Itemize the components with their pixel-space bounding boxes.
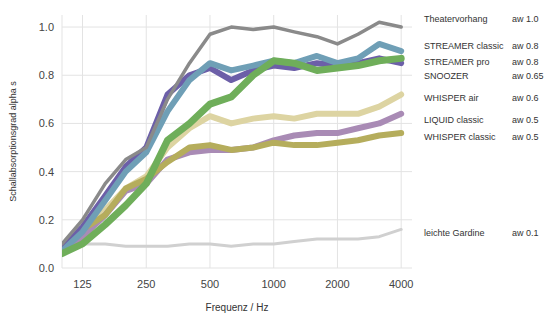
legend-label: Theatervorhang [424,14,488,24]
y-tick-label: 0.6 [39,117,54,129]
y-tick-label: 0.4 [39,166,54,178]
series-line [62,22,401,244]
legend-label: leichte Gardine [424,228,485,238]
y-tick-label: 0.2 [39,214,54,226]
legend-label: WHISPER air [424,93,479,103]
x-tick-label: 4000 [389,278,413,290]
legend-rating: aw 0.5 [512,132,539,142]
legend-label: STREAMER classic [424,41,504,51]
x-tick-label: 1000 [261,278,285,290]
y-grid-line [62,268,412,269]
legend-label: WHISPER classic [424,132,496,142]
x-axis-title: Frequenz / Hz [206,302,269,313]
legend-rating: aw 0.8 [512,57,539,67]
grid [62,15,412,268]
y-axis-title: Schallabsorptionsgrad alpha s [8,81,18,202]
legend-rating: aw 0.5 [512,115,539,125]
x-tick-label: 250 [137,278,155,290]
y-axis-line [62,15,63,268]
x-tick-label: 2000 [325,278,349,290]
y-tick-label: 0.0 [39,262,54,274]
y-tick-label: 0.8 [39,69,54,81]
legend-rating: aw 0.8 [512,41,539,51]
legend-label: LIQUID classic [424,115,484,125]
x-grid-line [209,15,210,268]
x-tick-label: 125 [73,278,91,290]
y-tick-label: 1.0 [39,21,54,33]
legend-label: STREAMER pro [424,57,490,67]
legend-rating: aw 0.6 [512,93,539,103]
legend-rating: aw 1.0 [512,14,539,24]
legend-label: SNOOZER [424,71,469,81]
legend-rating: aw 0.65 [512,71,544,81]
series-line [62,58,401,253]
chart: 0.0 0.2 0.4 0.6 0.8 1.0 125 250 500 1000 2000 4000 T… [0,0,560,322]
legend-rating: aw 0.1 [512,228,539,238]
lines [62,22,401,253]
x-tick-label: 500 [201,278,219,290]
series-line [62,229,401,246]
